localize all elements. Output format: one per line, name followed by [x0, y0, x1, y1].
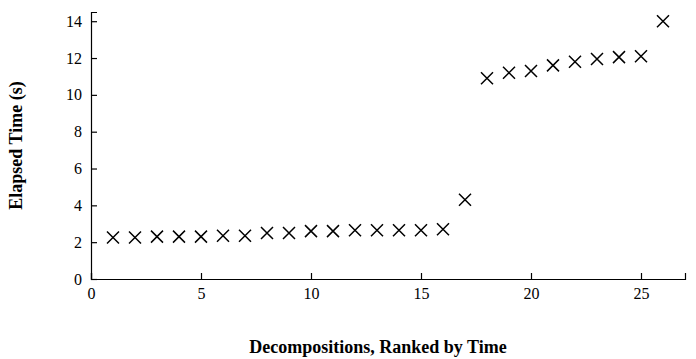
axis-line — [92, 273, 686, 280]
point — [261, 227, 273, 239]
tick-label: 5 — [198, 285, 206, 302]
tick: 10 — [66, 86, 97, 103]
point — [459, 194, 471, 206]
tick-label: 4 — [74, 197, 82, 214]
axis-line — [92, 13, 98, 280]
tick-label: 10 — [304, 285, 320, 302]
tick: 0 — [74, 271, 97, 288]
tick-label: 20 — [524, 285, 540, 302]
point — [327, 225, 339, 237]
point — [151, 231, 163, 243]
point — [349, 224, 361, 236]
points — [107, 15, 669, 243]
point — [415, 224, 427, 236]
tick-label: 0 — [88, 285, 96, 302]
tick-label: 15 — [414, 285, 430, 302]
point — [437, 223, 449, 235]
tick: 20 — [524, 273, 540, 302]
tick-label: 2 — [74, 234, 82, 251]
tick: 14 — [66, 13, 97, 30]
tick-mark — [91, 21, 97, 22]
chart: 0 5 10 15 20 25 0 2 4 6 8 10 12 14 Decompositions, Ran… — [0, 0, 696, 359]
tick-label: 14 — [66, 13, 82, 30]
tick-label: 25 — [634, 285, 650, 302]
tick-mark — [91, 132, 97, 133]
point — [503, 67, 515, 79]
tick-label: 0 — [74, 271, 82, 288]
point — [613, 51, 625, 63]
tick-label: 10 — [66, 86, 82, 103]
point — [217, 230, 229, 242]
point — [195, 231, 207, 243]
point — [591, 53, 603, 65]
point — [481, 72, 493, 84]
point — [129, 232, 141, 244]
point — [107, 232, 119, 244]
point — [525, 65, 537, 77]
tick-mark — [531, 273, 532, 279]
y-axis-title: Elapsed Time (s) — [6, 81, 27, 209]
tick-mark — [421, 273, 422, 279]
tick: 8 — [74, 123, 97, 140]
tick-mark — [91, 242, 97, 243]
tick: 12 — [66, 50, 97, 67]
point — [569, 56, 581, 68]
plot: 0 5 10 15 20 25 0 2 4 6 8 10 12 14 — [66, 13, 686, 303]
tick-mark — [641, 273, 642, 279]
tick: 15 — [414, 273, 430, 302]
tick-label: 8 — [74, 123, 82, 140]
tick-label: 12 — [66, 50, 82, 67]
point — [547, 59, 559, 71]
tick-mark — [201, 273, 202, 279]
tick-mark — [91, 205, 97, 206]
point — [371, 224, 383, 236]
tick-mark — [91, 95, 97, 96]
point — [239, 230, 251, 242]
point — [173, 231, 185, 243]
point — [305, 225, 317, 237]
tick: 6 — [74, 160, 97, 177]
point — [657, 15, 669, 27]
point — [393, 224, 405, 236]
tick-mark — [91, 279, 97, 280]
tick-mark — [311, 273, 312, 279]
tick: 4 — [74, 197, 97, 214]
tick: 5 — [198, 273, 206, 302]
y-axis: 0 2 4 6 8 10 12 14 — [66, 13, 97, 288]
tick-label: 6 — [74, 160, 82, 177]
tick-mark — [91, 58, 97, 59]
point — [283, 227, 295, 239]
tick: 2 — [74, 234, 97, 251]
tick: 10 — [304, 273, 320, 302]
tick: 25 — [634, 273, 650, 302]
x-axis-title: Decompositions, Ranked by Time — [249, 337, 506, 357]
point — [635, 50, 647, 62]
tick-mark — [91, 168, 97, 169]
x-axis: 0 5 10 15 20 25 — [88, 273, 686, 302]
